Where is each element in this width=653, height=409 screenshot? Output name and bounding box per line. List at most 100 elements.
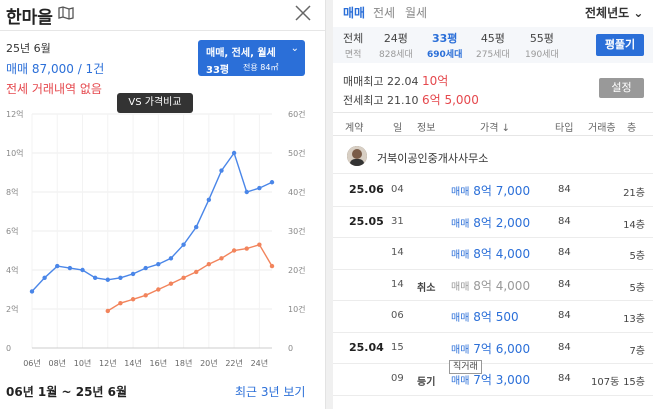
max-jeonse-price: 6억 5,000 [421,93,479,107]
row-price[interactable]: 매매 8억 7,000 [451,182,530,199]
row-type: 84 [558,341,571,353]
series-point [29,289,35,294]
row-price[interactable]: 매매 7억 6,000 [451,340,530,357]
row-trade-kind: 매매 [451,218,470,230]
size-sub: 190세대 [525,50,559,60]
header-price-sort[interactable]: 가격 ↓ [480,123,510,134]
size-label: 24평 [383,32,408,45]
map-icon[interactable] [58,6,74,20]
size-option-33[interactable]: 33평 690세대 [427,30,462,60]
y-tick-label-right: 60건 [288,109,306,119]
row-price-value: 7억 6,000 [473,341,531,356]
size-option-55[interactable]: 55평 190세대 [525,30,559,60]
filter-area: 전용 84㎡ [243,63,279,72]
divider [333,331,653,333]
x-tick-label: 14년 [124,358,142,368]
y-tick-label-right: 30건 [288,226,306,236]
row-price[interactable]: 매매 8억 4,000 [451,245,530,262]
row-day: 09 [391,373,404,384]
row-trade-kind: 매매 [451,250,470,261]
series-point [130,297,136,302]
complex-title: 한마을 [6,8,53,28]
y-tick-label-right: 40건 [288,187,306,197]
y-tick-label-left: 2억 [6,304,18,314]
chevron-down-icon: ⌄ [290,43,299,54]
row-day: 31 [391,215,404,227]
tab-trade[interactable]: 매매 [343,6,366,20]
filter-types: 매매, 전세, 월세 [206,48,276,59]
series-point [42,275,47,280]
size-option-45[interactable]: 45평 275세대 [476,30,510,60]
chevron-down-icon: ⌄ [633,6,644,20]
recent-3y-link[interactable]: 최근 3년 보기 [235,385,306,399]
series-point [55,263,60,269]
row-floor: 13층 [623,314,645,325]
divider [333,363,653,364]
jeonse-summary: 전세 거래내역 없음 [6,82,102,96]
y-tick-label-left: 10억 [6,148,24,158]
vs-compare-tooltip[interactable]: VS 가격비교 [117,93,193,113]
row-day: 04 [391,184,404,195]
series-point [231,150,237,156]
row-price[interactable]: 매매 8억 2,000 [451,214,530,231]
divider [0,30,325,31]
x-tick-label: 12년 [99,358,117,368]
row-floor: 14층 [623,219,645,231]
series-point [118,300,123,306]
row-type: 84 [558,247,571,258]
header-day: 일 [393,123,403,134]
divider [333,268,653,270]
x-tick-label: 06년 [23,358,41,368]
filter-size: 33평 [206,65,230,76]
close-icon[interactable] [294,4,312,22]
size-sub: 275세대 [476,50,510,60]
year-select[interactable]: 전체년도 ⌄ [585,4,643,21]
row-price-value: 7억 3,000 [473,373,531,387]
year-select-label: 전체년도 [585,6,630,20]
row-price[interactable]: 매매 8억 4,000 [451,277,530,294]
row-trade-kind: 매매 [451,281,470,293]
size-label: 45평 [480,32,505,45]
series-point [194,269,199,275]
header-floor: 층 [627,123,637,134]
x-tick-label: 16년 [150,358,168,368]
size-option-24[interactable]: 24평 828세대 [379,30,413,60]
row-price-value: 8억 4,000 [473,278,531,293]
settings-button[interactable]: 설정 [599,78,644,98]
row-price[interactable]: 매매 7억 3,000 [451,371,530,388]
row-type: 84 [558,373,571,384]
y-tick-label-left: 6억 [6,226,18,236]
row-price-value: 8억 500 [473,310,519,324]
direct-trade-tag: 직거래 [449,360,482,374]
series-point [156,287,161,292]
size-option-all[interactable]: 전체 면적 [343,30,363,60]
row-floor: 7층 [629,345,645,357]
row-info: 등기 [417,377,436,388]
row-day: 14 [391,278,404,290]
filter-dropdown[interactable]: 매매, 전세, 월세 ⌄ 33평 전용 84㎡ [198,40,305,76]
pyeong-toggle-button[interactable]: 평풀기 [596,34,644,56]
row-day: 14 [391,247,404,258]
row-price-value: 8억 4,000 [473,247,531,261]
series-point [231,248,237,253]
tab-jeonse[interactable]: 전세 [373,6,396,20]
x-tick-label: 08년 [48,358,66,368]
row-trade-kind: 매매 [451,344,470,356]
series-point [168,281,174,286]
header-contract[interactable]: 계약 [345,123,364,134]
row-floor: 5층 [629,251,645,262]
price-chart[interactable]: 0 2억 4억 6억 8억 10억 12억 0 10건 20건 30건 40건 50건 60건 06년 08년… [0,100,325,370]
x-tick-label: 20년 [200,358,218,368]
tab-wolse[interactable]: 월세 [405,6,428,20]
row-info: 취소 [417,282,436,294]
max-trade-label: 매매최고 [343,75,384,88]
row-floor: 21층 [623,188,645,199]
row-price[interactable]: 매매 8억 500 [451,308,519,325]
series-point [269,180,275,185]
row-type: 84 [558,310,571,321]
series-point [257,242,262,247]
y-tick-label-left: 4억 [6,265,18,275]
series-point [269,263,275,269]
header-info: 정보 [417,123,436,134]
series-point [181,275,186,280]
